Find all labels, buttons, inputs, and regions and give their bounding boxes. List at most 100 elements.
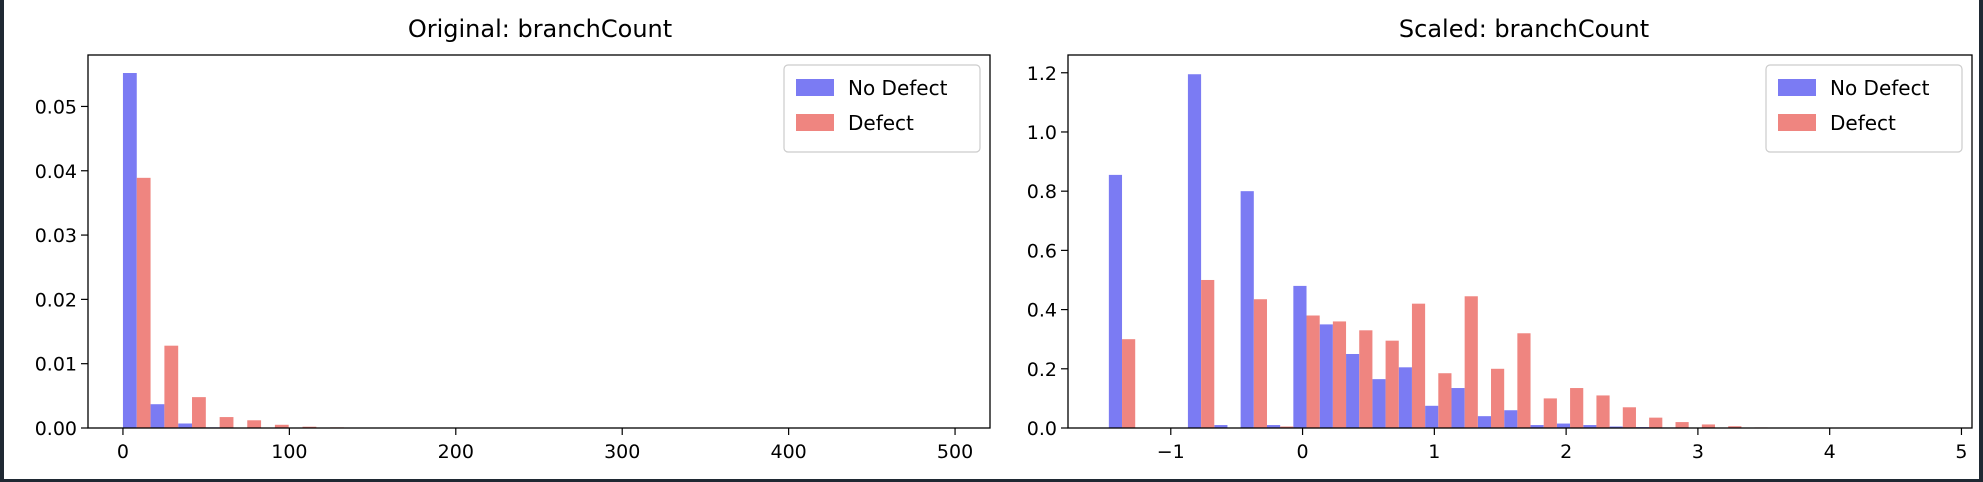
bar-no-defect [1609, 426, 1623, 428]
chart-title: Original: branchCount [408, 15, 672, 43]
y-tick-label: 0.6 [1027, 240, 1057, 262]
bar-no-defect [1372, 379, 1386, 428]
y-tick-label: 0.04 [35, 161, 77, 183]
x-tick-label: −1 [1157, 441, 1185, 463]
bar-no-defect [1451, 388, 1465, 428]
legend-label: No Defect [848, 76, 948, 100]
x-axis-ticks: 0 100 200 300 400 500 [117, 428, 973, 463]
bar-no-defect [1240, 191, 1254, 428]
bar-defect [136, 177, 151, 428]
legend-label: No Defect [1830, 76, 1930, 100]
bar-no-defect [1187, 74, 1202, 429]
x-tick-label: 3 [1692, 441, 1704, 463]
y-tick-label: 0.03 [35, 225, 77, 247]
y-tick-label: 1.0 [1027, 122, 1057, 144]
bar-defect [1675, 422, 1689, 428]
y-axis-ticks: 0.0 0.2 0.4 0.6 0.8 1.0 1.2 [1027, 63, 1068, 440]
bar-defect [1596, 395, 1610, 428]
bar-no-defect [1583, 425, 1597, 428]
bar-no-defect [1108, 174, 1123, 428]
bar-defect [1280, 426, 1294, 428]
legend: No Defect Defect [783, 64, 981, 153]
legend-swatch [796, 79, 834, 96]
bar-defect [1491, 368, 1505, 428]
bar-defect [219, 417, 234, 428]
bar-no-defect [1346, 353, 1360, 428]
bar-defect [247, 420, 262, 428]
bar-no-defect [1504, 410, 1518, 428]
bar-no-defect [1477, 416, 1492, 428]
x-tick-label: 4 [1824, 441, 1836, 463]
bar-defect [1332, 321, 1347, 428]
x-tick-label: 0 [1297, 441, 1309, 463]
bar-defect [1622, 407, 1636, 428]
bar-no-defect [178, 423, 193, 428]
x-tick-label: 100 [271, 441, 307, 463]
bar-defect [164, 345, 179, 428]
bar-defect [1359, 330, 1373, 428]
x-tick-label: 0 [117, 441, 129, 463]
x-tick-label: 300 [604, 441, 640, 463]
legend-label: Defect [1830, 111, 1896, 135]
bar-defect [1122, 339, 1136, 428]
bar-defect [1517, 333, 1531, 428]
bar-no-defect [1398, 367, 1412, 428]
bar-defect [192, 397, 206, 428]
x-tick-label: 500 [937, 441, 973, 463]
bar-defect [1201, 279, 1215, 428]
y-tick-label: 0.2 [1027, 359, 1057, 381]
bar-no-defect [150, 404, 165, 428]
x-axis-ticks: −1 0 1 2 3 4 5 [1157, 428, 1968, 463]
bar-defect [1438, 373, 1452, 428]
y-tick-label: 0.01 [35, 354, 77, 376]
bar-defect [1728, 426, 1742, 428]
legend-swatch [1778, 114, 1816, 131]
x-tick-label: 400 [770, 441, 806, 463]
bar-defect [1543, 398, 1557, 428]
bar-no-defect [1425, 405, 1439, 428]
legend-label: Defect [848, 111, 914, 135]
bar-defect [1464, 296, 1478, 428]
bar-defect [1385, 340, 1399, 428]
bar-defect [274, 424, 289, 428]
y-axis-ticks: 0.00 0.01 0.02 0.03 0.04 0.05 [35, 96, 88, 440]
y-tick-label: 0.8 [1027, 181, 1057, 203]
y-tick-label: 0.0 [1027, 418, 1057, 440]
x-tick-label: 200 [438, 441, 474, 463]
bar-defect [1306, 315, 1320, 428]
y-tick-label: 0.02 [35, 289, 77, 311]
bar-no-defect [1556, 423, 1571, 428]
window-edge-left [0, 0, 4, 482]
chart-title: Scaled: branchCount [1399, 15, 1649, 43]
x-tick-label: 1 [1428, 441, 1440, 463]
bars-group [1108, 74, 1795, 429]
bar-defect [1253, 299, 1267, 428]
axes-frame [87, 54, 991, 429]
chart-original: Original: branchCount 0 100 200 300 400 500 0… [35, 15, 991, 463]
legend-swatch [1778, 79, 1816, 96]
y-tick-label: 1.2 [1027, 63, 1057, 85]
x-tick-label: 5 [1955, 441, 1967, 463]
bar-no-defect [1293, 285, 1307, 428]
y-tick-label: 0.00 [35, 418, 77, 440]
bars-group [122, 73, 455, 429]
bar-no-defect [122, 73, 137, 428]
y-tick-label: 0.4 [1027, 300, 1057, 322]
bar-defect [1570, 388, 1584, 428]
y-tick-label: 0.05 [35, 96, 77, 118]
bar-no-defect [1266, 425, 1281, 428]
window-edge-right [1979, 0, 1983, 482]
bar-defect [1411, 303, 1426, 428]
bar-no-defect [1214, 425, 1228, 428]
legend: No Defect Defect [1765, 64, 1963, 153]
window-edge-bottom [0, 479, 1983, 482]
axes-frame [1067, 54, 1973, 429]
x-tick-label: 2 [1560, 441, 1572, 463]
bar-no-defect [1319, 324, 1333, 428]
bar-defect [1649, 417, 1663, 428]
chart-scaled: Scaled: branchCount −1 0 1 2 3 4 5 0.00.20.40.… [1027, 15, 1973, 463]
legend-swatch [796, 114, 834, 131]
bar-defect [1701, 424, 1716, 428]
